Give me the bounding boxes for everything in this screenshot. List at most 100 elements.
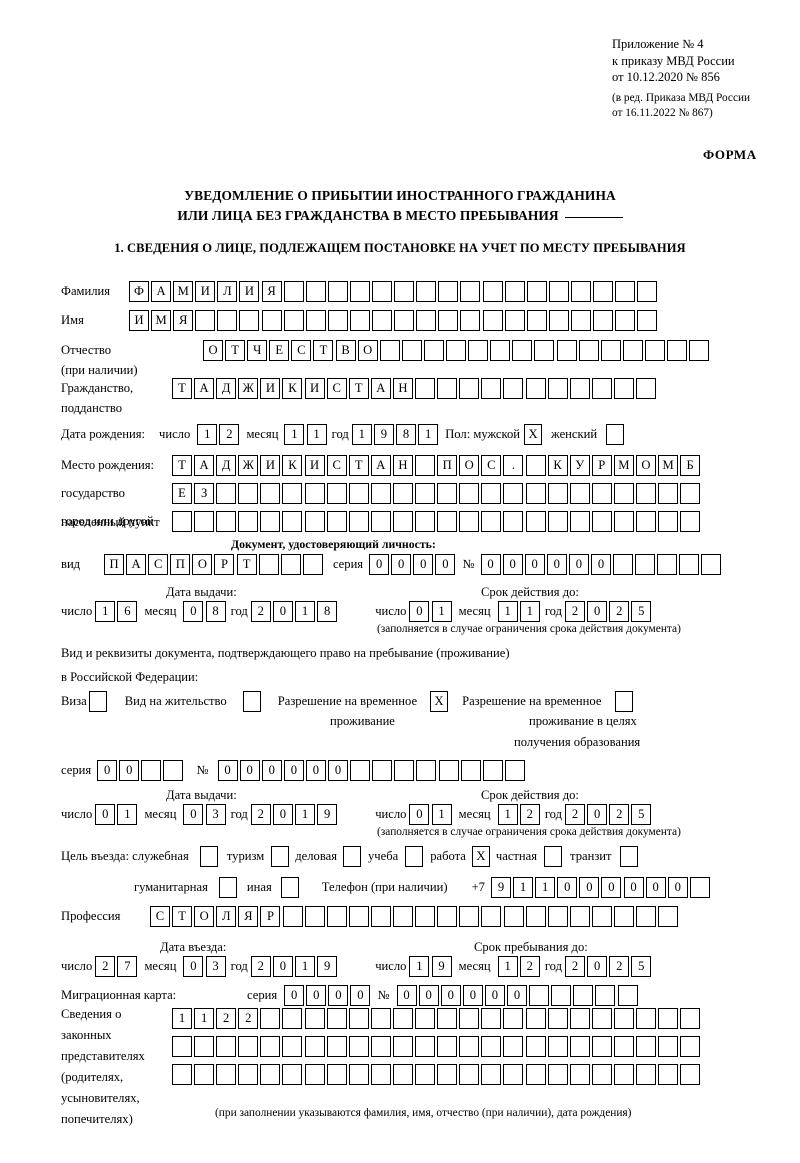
char-box[interactable]: О — [203, 340, 223, 361]
char-box[interactable]: П — [437, 455, 458, 476]
char-box[interactable] — [503, 906, 524, 927]
char-box[interactable] — [525, 511, 546, 532]
char-box[interactable] — [459, 1036, 480, 1057]
char-box[interactable] — [348, 511, 369, 532]
char-box[interactable] — [680, 511, 701, 532]
char-box[interactable] — [569, 1064, 590, 1085]
char-box[interactable] — [393, 906, 414, 927]
char-box[interactable]: И — [239, 281, 260, 302]
char-box[interactable]: Д — [216, 455, 237, 476]
char-box[interactable] — [635, 554, 656, 575]
char-box[interactable] — [504, 281, 525, 302]
char-box[interactable] — [635, 378, 656, 399]
char-box[interactable]: 2 — [609, 804, 630, 825]
char-box[interactable]: К — [547, 455, 568, 476]
char-box[interactable] — [548, 281, 569, 302]
char-box[interactable] — [416, 281, 437, 302]
char-box[interactable] — [304, 1064, 325, 1085]
char-box[interactable] — [370, 511, 391, 532]
char-box[interactable] — [482, 760, 503, 781]
char-box[interactable] — [481, 1064, 502, 1085]
temp-residence-edu-checkbox[interactable] — [615, 691, 634, 712]
char-box[interactable]: 0 — [283, 760, 304, 781]
char-box[interactable]: Т — [172, 906, 193, 927]
char-box[interactable]: О — [194, 906, 215, 927]
char-box[interactable]: 0 — [261, 760, 282, 781]
char-box[interactable]: 8 — [205, 601, 226, 622]
char-box[interactable] — [459, 1064, 480, 1085]
char-box[interactable] — [437, 906, 458, 927]
char-box[interactable]: 1 — [418, 424, 439, 445]
char-box[interactable] — [437, 1036, 458, 1057]
char-box[interactable] — [415, 378, 436, 399]
char-box[interactable] — [613, 1036, 634, 1057]
char-box[interactable] — [415, 1008, 436, 1029]
char-box[interactable] — [482, 281, 503, 302]
char-box[interactable]: 0 — [418, 985, 439, 1006]
char-box[interactable]: У — [569, 455, 590, 476]
char-box[interactable] — [569, 1036, 590, 1057]
char-box[interactable]: 1 — [351, 424, 372, 445]
char-box[interactable] — [282, 1036, 303, 1057]
char-box[interactable]: 9 — [373, 424, 394, 445]
char-box[interactable]: 0 — [396, 985, 417, 1006]
char-box[interactable] — [392, 511, 413, 532]
char-box[interactable] — [438, 760, 459, 781]
char-box[interactable]: 0 — [119, 760, 140, 781]
char-box[interactable] — [416, 310, 437, 331]
char-box[interactable] — [283, 310, 304, 331]
char-box[interactable] — [460, 760, 481, 781]
char-box[interactable] — [260, 1064, 281, 1085]
char-box[interactable]: И — [129, 310, 149, 331]
char-box[interactable]: 2 — [219, 424, 240, 445]
char-box[interactable] — [617, 985, 638, 1006]
char-box[interactable] — [570, 310, 591, 331]
char-box[interactable] — [401, 340, 422, 361]
char-box[interactable]: 8 — [396, 424, 417, 445]
char-box[interactable]: 1 — [306, 424, 327, 445]
char-box[interactable] — [326, 511, 347, 532]
char-box[interactable]: 2 — [519, 956, 540, 977]
char-box[interactable] — [370, 1008, 391, 1029]
char-box[interactable] — [370, 1064, 391, 1085]
char-box[interactable] — [282, 483, 303, 504]
char-box[interactable]: 3 — [205, 804, 226, 825]
char-box[interactable] — [438, 310, 459, 331]
char-box[interactable]: . — [503, 455, 524, 476]
purpose-transit-checkbox[interactable] — [619, 846, 638, 867]
char-box[interactable]: Р — [214, 554, 235, 575]
char-box[interactable]: М — [151, 310, 172, 331]
char-box[interactable] — [613, 554, 634, 575]
char-box[interactable] — [394, 310, 415, 331]
char-box[interactable] — [327, 310, 348, 331]
char-box[interactable] — [613, 1008, 634, 1029]
char-box[interactable]: 0 — [524, 554, 545, 575]
char-box[interactable] — [613, 511, 634, 532]
char-box[interactable]: 5 — [631, 804, 652, 825]
char-box[interactable]: 0 — [284, 985, 305, 1006]
char-box[interactable] — [163, 760, 184, 781]
purpose-study-checkbox[interactable] — [405, 846, 424, 867]
purpose-other-checkbox[interactable] — [280, 877, 299, 898]
purpose-work-checkbox[interactable]: X — [471, 846, 490, 867]
char-box[interactable]: Ч — [247, 340, 268, 361]
char-box[interactable] — [658, 1064, 679, 1085]
char-box[interactable]: 7 — [117, 956, 138, 977]
char-box[interactable] — [635, 1008, 656, 1029]
char-box[interactable] — [635, 1036, 656, 1057]
char-box[interactable] — [415, 483, 436, 504]
char-box[interactable]: 2 — [565, 601, 586, 622]
char-box[interactable]: Т — [172, 378, 192, 399]
char-box[interactable]: З — [194, 483, 215, 504]
char-box[interactable] — [438, 281, 459, 302]
purpose-humanitarian-checkbox[interactable] — [218, 877, 237, 898]
char-box[interactable]: 2 — [216, 1008, 237, 1029]
char-box[interactable] — [348, 483, 369, 504]
char-box[interactable] — [282, 1008, 303, 1029]
char-box[interactable] — [503, 483, 524, 504]
char-box[interactable] — [573, 985, 594, 1006]
